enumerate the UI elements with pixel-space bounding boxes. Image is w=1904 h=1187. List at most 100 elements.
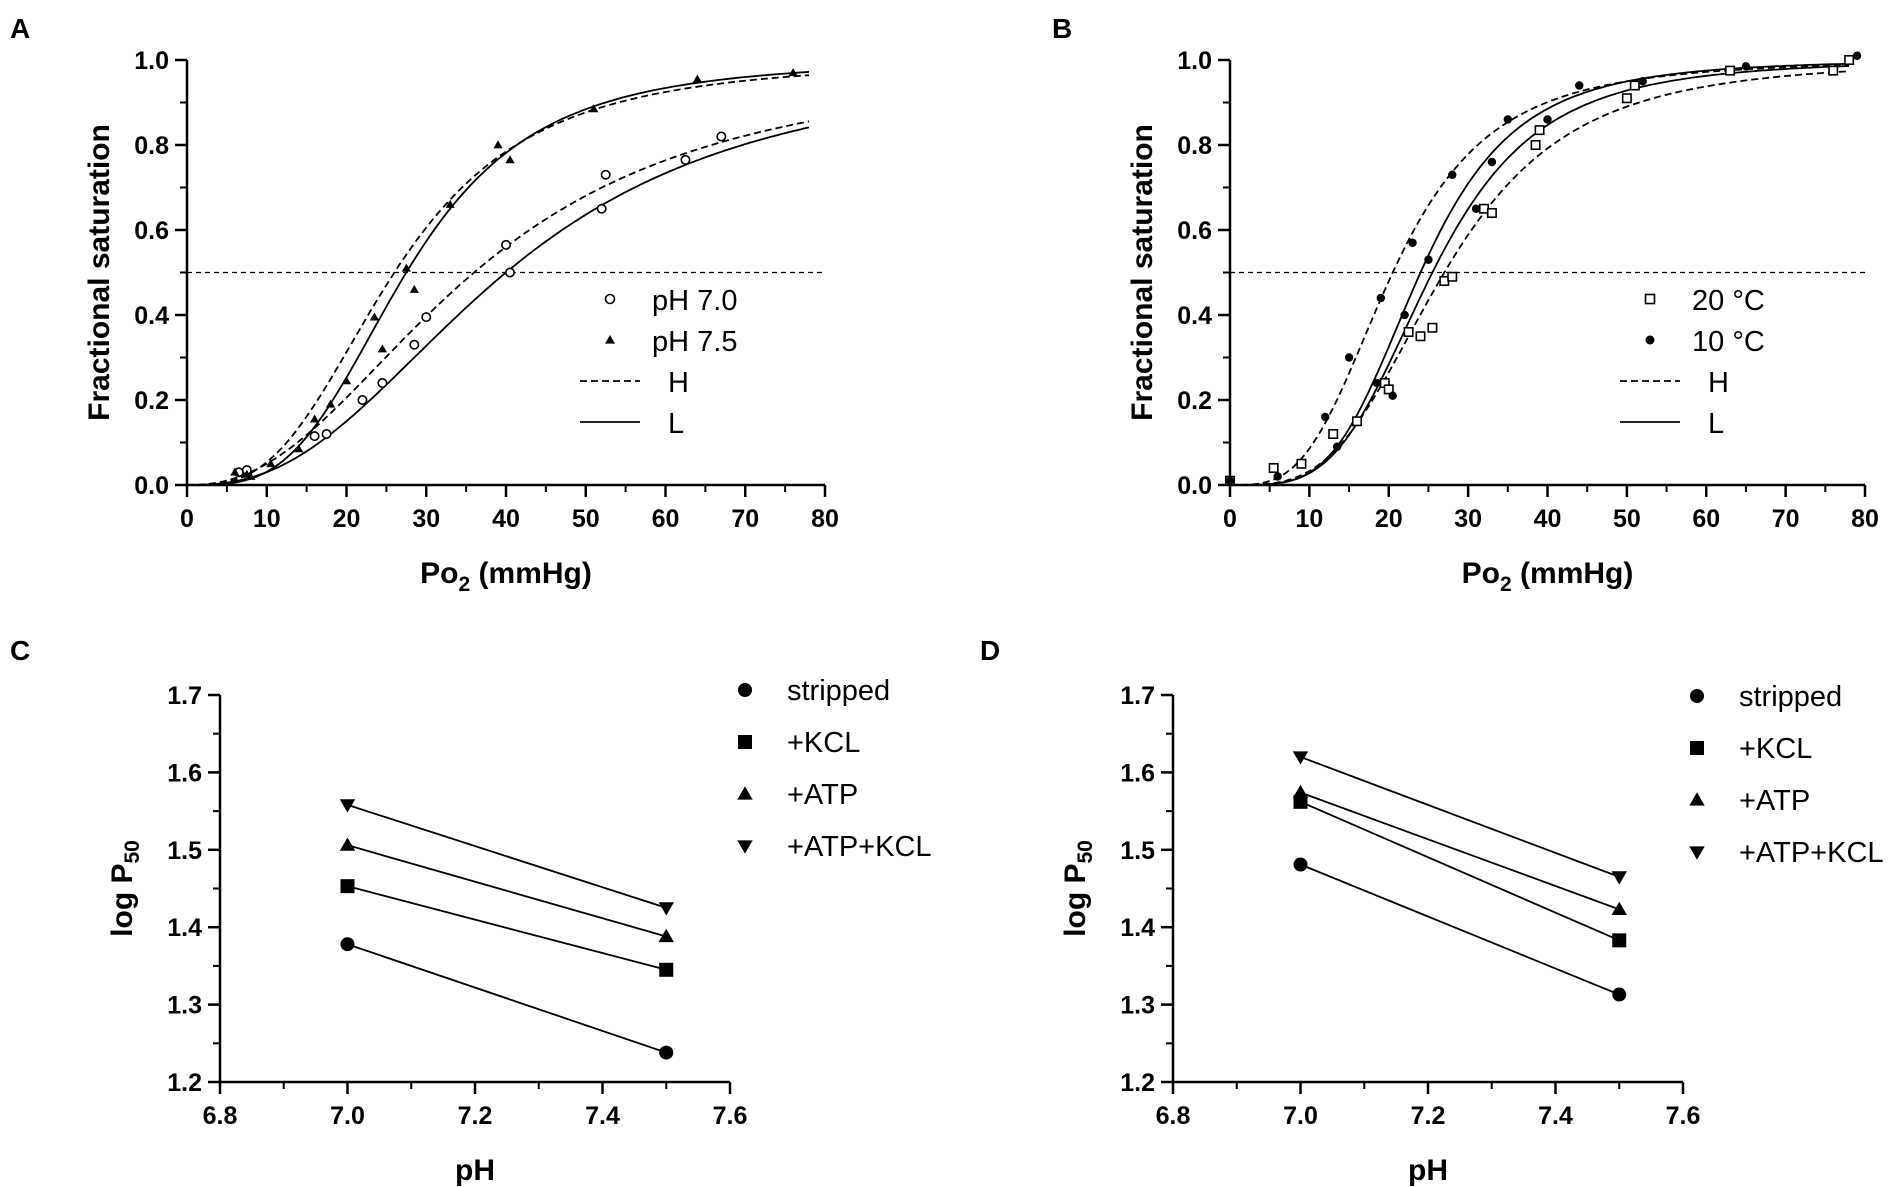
series-line (1300, 800, 1620, 942)
series-line (347, 804, 667, 909)
series-atp-kcl (339, 799, 674, 916)
data-point (1741, 62, 1751, 71)
x-tick-label: 70 (731, 505, 759, 533)
y-tick-label: 1.6 (1120, 759, 1155, 787)
x-tick-label: 7.6 (1666, 1102, 1701, 1130)
fit-curve-ph-7-0-h (187, 120, 810, 486)
y-tick-label: 0.0 (134, 472, 169, 500)
y-tick-label: 1.5 (167, 837, 202, 865)
data-point (1543, 115, 1552, 124)
data-point (1372, 378, 1382, 388)
data-point (1612, 933, 1627, 948)
legend-marker (1644, 293, 1656, 305)
y-tick-label: 0.0 (1177, 472, 1212, 500)
y-tick-label: 1.2 (167, 1069, 202, 1097)
data-point (1332, 442, 1342, 451)
y-tick-label: 1.4 (1120, 914, 1155, 942)
legend-item-atp-kcl: +ATP+KCL (1689, 837, 1884, 869)
y-tick-label: 1.2 (1120, 1069, 1155, 1097)
legend-item-atp-kcl: +ATP+KCL (737, 831, 932, 863)
data-point (1471, 204, 1481, 213)
legend-marker (1690, 689, 1704, 703)
legend-label: L (668, 408, 684, 440)
series-10-c (1225, 51, 1862, 485)
series-line (1300, 756, 1620, 878)
panel-letter: A (10, 13, 30, 44)
x-axis-title: pH (455, 1154, 495, 1187)
data-point (377, 377, 388, 388)
series-line (347, 885, 667, 971)
data-point (309, 431, 320, 442)
x-tick-label: 70 (1772, 505, 1800, 533)
y-tick-label: 1.6 (167, 759, 202, 787)
legend-label: +KCL (787, 727, 860, 759)
data-point (1415, 331, 1426, 342)
y-tick-label: 1.7 (167, 682, 202, 710)
legend-label: pH 7.5 (652, 326, 737, 358)
data-point (421, 312, 432, 323)
legend: 20 °C 10 °C HL (1620, 285, 1765, 440)
data-point (788, 68, 798, 77)
panel-b: B 0 10 20 30 40 50 60 70 80 0.0 0.2 0.4 0.6 0.8 1.0 Po2 … (1052, 13, 1879, 596)
y-axis-title: Fractional saturation (1126, 124, 1159, 421)
x-tick-label: 7.0 (1283, 1102, 1318, 1130)
data-point (1383, 384, 1394, 395)
legend-label: L (1708, 408, 1724, 440)
fit-curve-ph-7-5-l (187, 71, 810, 486)
x-tick-label: 7.4 (585, 1102, 620, 1130)
data-point (1447, 271, 1458, 282)
y-tick-label: 1.3 (1120, 992, 1155, 1020)
legend-label: stripped (787, 675, 890, 707)
y-tick-label: 0.8 (134, 132, 169, 160)
data-point (504, 267, 515, 278)
data-point (266, 459, 276, 468)
data-point (1487, 157, 1497, 167)
data-point (659, 1045, 674, 1060)
data-point (1611, 871, 1627, 885)
y-tick-label: 0.4 (1177, 302, 1212, 330)
legend-item-atp: +ATP (1689, 785, 1810, 817)
y-tick-label: 0.8 (1177, 132, 1212, 160)
legend-label: +KCL (1739, 733, 1812, 765)
data-point (1296, 458, 1307, 469)
data-point (1321, 412, 1330, 422)
y-tick-label: 1.3 (167, 992, 202, 1020)
data-point (600, 169, 611, 180)
legend-label: 10 °C (1692, 326, 1765, 358)
legend: stripped +KCL +ATP +ATP+KCL (1689, 681, 1884, 869)
data-point (1828, 65, 1839, 76)
series-stripped (1293, 857, 1627, 1002)
data-point (294, 444, 304, 453)
legend-item-atp: +ATP (737, 779, 858, 811)
data-point (596, 203, 607, 214)
legend-marker (605, 335, 615, 344)
legend-label: +ATP (787, 779, 858, 811)
y-tick-label: 1.7 (1120, 682, 1155, 710)
y-tick-label: 1.0 (1177, 47, 1212, 75)
legend-item-h: H (1620, 367, 1729, 399)
legend-marker (604, 293, 616, 305)
y-tick-label: 1.0 (134, 47, 169, 75)
legend-item-10-c: 10 °C (1645, 326, 1765, 358)
data-point (659, 962, 674, 977)
y-tick-label: 1.4 (167, 914, 202, 942)
data-point (340, 937, 355, 952)
x-tick-label: 7.6 (713, 1102, 748, 1130)
data-point (1448, 170, 1457, 179)
data-point (1292, 751, 1309, 765)
legend-label: +ATP (1739, 785, 1810, 817)
panel-letter: D (980, 635, 1000, 666)
x-tick-label: 10 (1295, 505, 1323, 533)
data-point (1293, 794, 1308, 809)
legend-item-h: H (580, 367, 689, 399)
data-point (246, 471, 256, 480)
series-line (1300, 863, 1620, 996)
panel-a: A 0 10 20 30 40 50 60 70 80 0.0 0.2 0.4 0.6 0.8 1.0 Po2 … (10, 13, 839, 596)
y-tick-label: 0.4 (134, 302, 169, 330)
data-point (1844, 54, 1855, 65)
data-point (445, 199, 455, 208)
data-point (692, 74, 703, 83)
data-point (339, 837, 356, 851)
x-axis-title: pH (1408, 1154, 1448, 1187)
